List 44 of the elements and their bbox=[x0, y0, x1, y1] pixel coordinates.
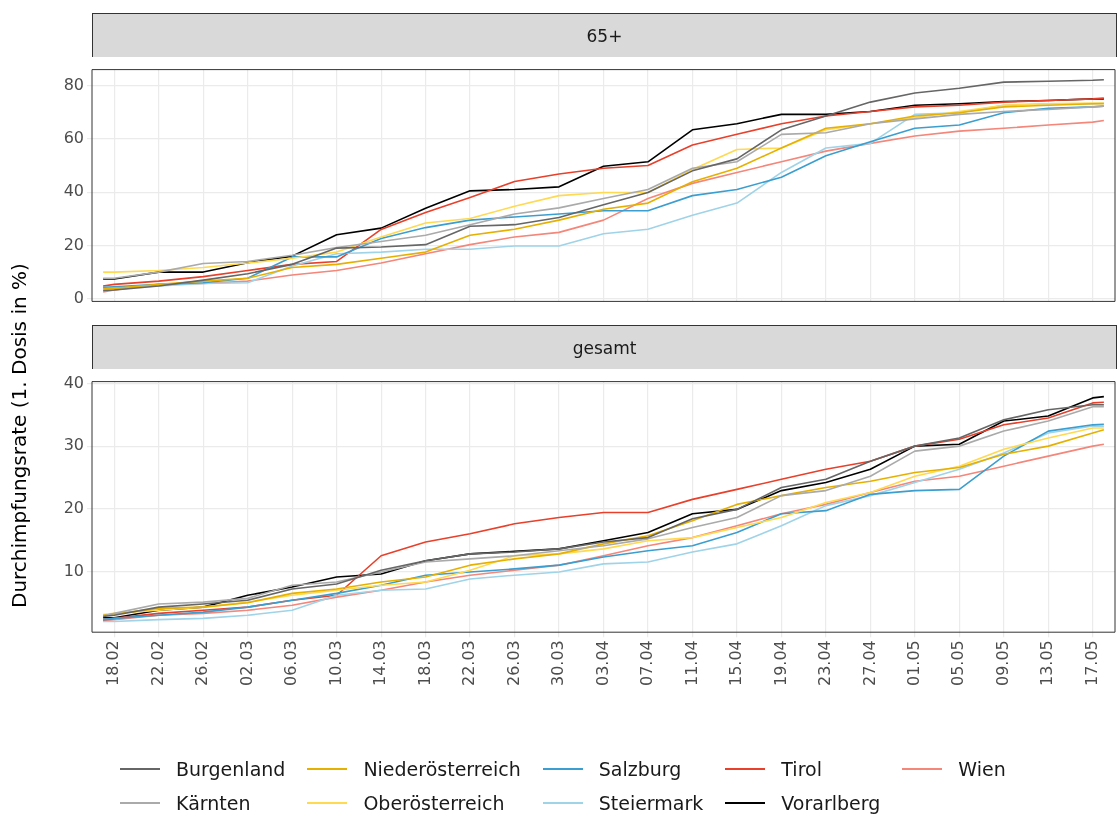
legend-label: Burgenland bbox=[176, 758, 286, 780]
legend-label: Tirol bbox=[781, 758, 822, 780]
y-tick-label: 60 bbox=[63, 128, 84, 148]
y-tick-label: 10 bbox=[63, 560, 84, 580]
legend-label: Wien bbox=[958, 758, 1006, 780]
legend-label: Steiermark bbox=[598, 792, 704, 814]
x-tick-label: 13.05 bbox=[1037, 640, 1057, 687]
y-tick-label: 20 bbox=[63, 234, 84, 254]
x-tick-label: 17.05 bbox=[1081, 640, 1101, 687]
x-tick-label: 02.03 bbox=[236, 640, 256, 687]
x-tick-label: 30.03 bbox=[548, 640, 568, 687]
legend-label: Salzburg bbox=[598, 758, 682, 780]
legend-label: Kärnten bbox=[176, 792, 251, 814]
x-tick-label: 22.03 bbox=[459, 640, 479, 687]
x-tick-label: 18.03 bbox=[414, 640, 434, 687]
x-tick-label: 22.02 bbox=[147, 640, 167, 687]
x-tick-label: 01.05 bbox=[904, 640, 923, 687]
x-tick-label: 26.02 bbox=[192, 640, 212, 687]
x-tick-label: 27.04 bbox=[859, 640, 879, 687]
chart-title: 65+ bbox=[92, 13, 1117, 57]
y-tick-label: 0 bbox=[73, 287, 84, 307]
x-tick-label: 10.03 bbox=[325, 640, 345, 687]
x-tick-label: 11.04 bbox=[681, 640, 701, 687]
chart-title: gesamt bbox=[92, 325, 1117, 369]
x-tick-label: 05.05 bbox=[948, 640, 968, 687]
x-tick-label: 18.02 bbox=[103, 640, 123, 687]
x-tick-label: 15.04 bbox=[726, 640, 746, 687]
x-tick-label: 06.03 bbox=[281, 640, 301, 687]
y-tick-label: 80 bbox=[63, 74, 84, 94]
y-axis-title: Durchimpfungsrate (1. Dosis in %) bbox=[7, 263, 32, 608]
y-tick-label: 20 bbox=[63, 497, 84, 517]
legend-label: Oberösterreich bbox=[363, 792, 505, 814]
x-tick-label: 07.04 bbox=[637, 640, 657, 687]
y-tick-label: 30 bbox=[63, 435, 84, 455]
x-tick-label: 03.04 bbox=[592, 640, 612, 687]
x-tick-label: 14.03 bbox=[370, 640, 390, 687]
legend-label: Vorarlberg bbox=[781, 792, 881, 814]
y-tick-label: 40 bbox=[63, 372, 84, 392]
x-tick-label: 09.05 bbox=[992, 640, 1012, 687]
x-tick-label: 19.04 bbox=[770, 640, 790, 687]
x-tick-label: 23.04 bbox=[815, 640, 835, 687]
y-tick-label: 40 bbox=[63, 181, 84, 201]
legend-label: Niederösterreich bbox=[363, 758, 521, 780]
x-tick-label: 26.03 bbox=[503, 640, 523, 687]
